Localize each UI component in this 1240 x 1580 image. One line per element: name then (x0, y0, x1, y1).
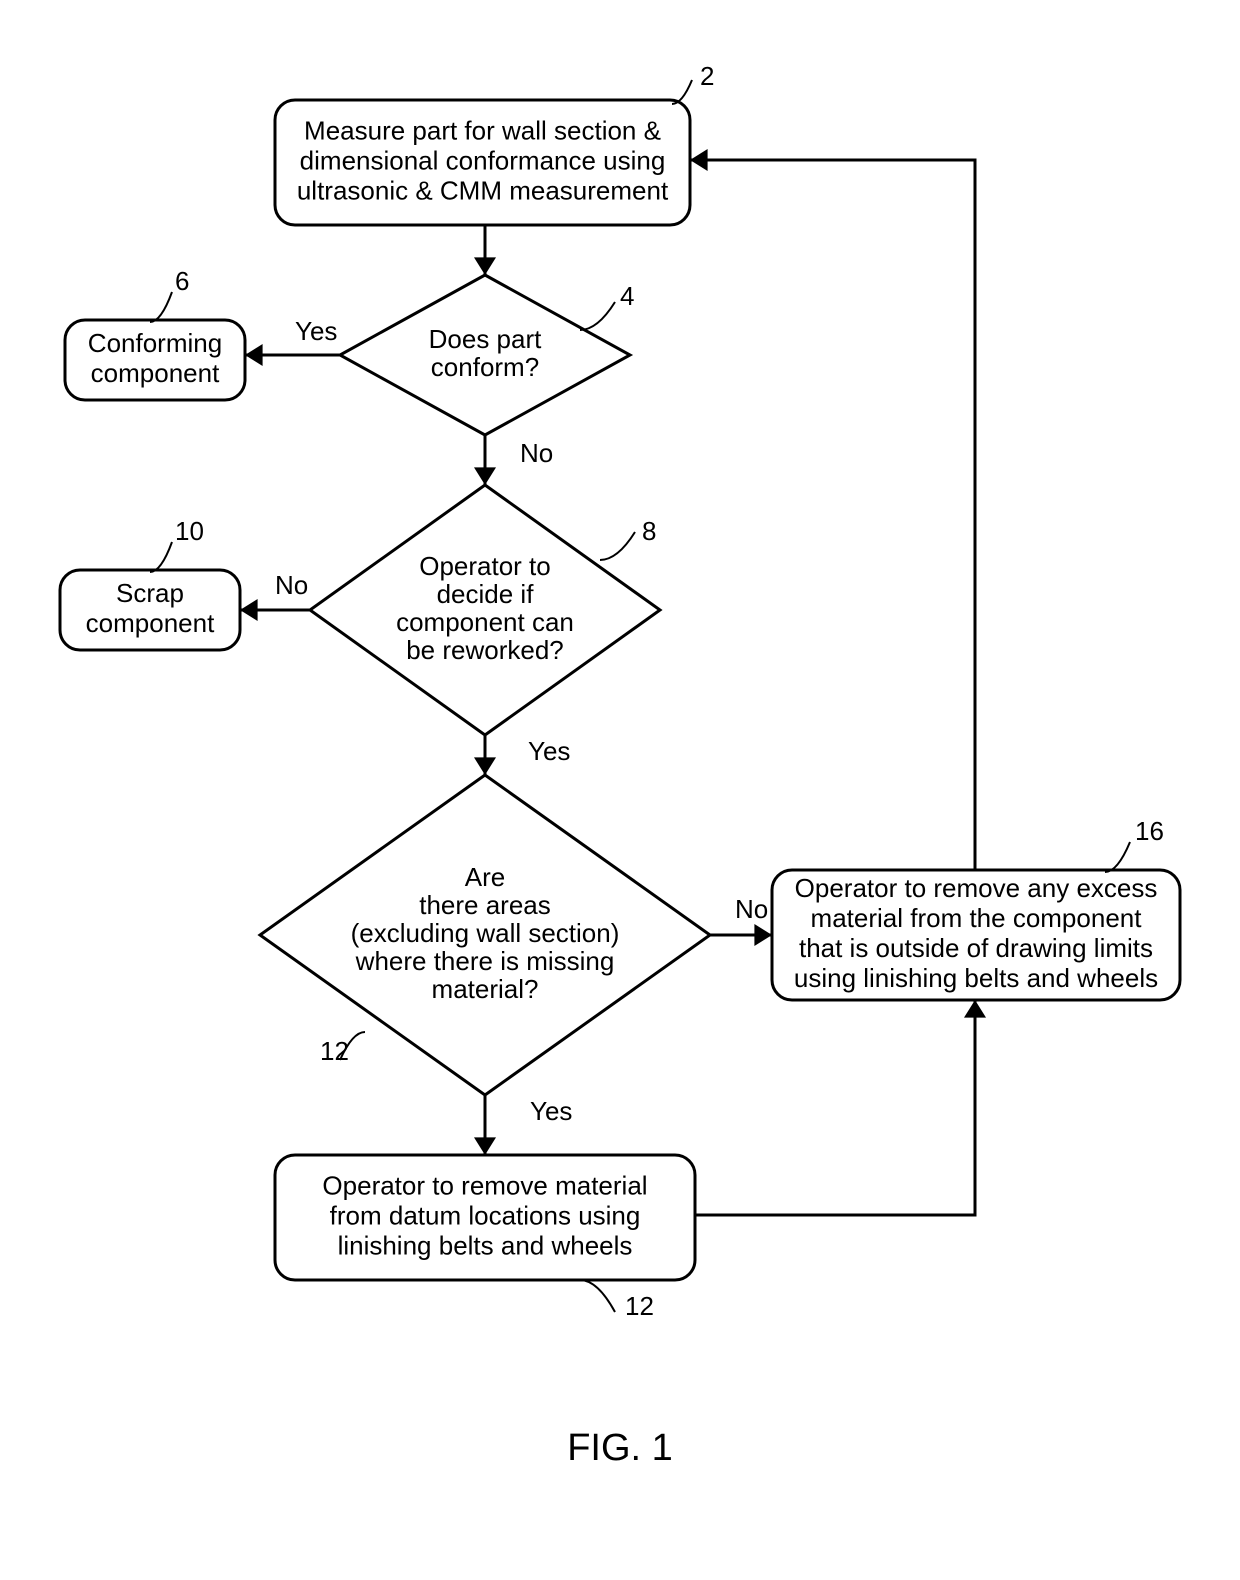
ref-tick (600, 532, 635, 560)
diamond-text: (excluding wall section) (351, 918, 620, 948)
edge-label: No (520, 438, 553, 468)
box-text: Conforming (88, 328, 222, 358)
arrowhead (474, 467, 496, 485)
box-text: component (86, 608, 215, 638)
edge-label: Yes (295, 316, 337, 346)
diamond-text: conform? (431, 352, 539, 382)
edge (695, 1000, 975, 1215)
diamond-text: there areas (419, 890, 551, 920)
ref-tick (580, 1280, 615, 1312)
box-text: material from the component (811, 903, 1143, 933)
arrowhead (474, 1137, 496, 1155)
diamond-text: be reworked? (406, 635, 564, 665)
ref-label: 8 (642, 516, 656, 546)
diamond-text: Does part (429, 324, 542, 354)
arrowhead (690, 149, 708, 171)
ref-label: 10 (175, 516, 204, 546)
edge-label: Yes (528, 736, 570, 766)
box-text: using linishing belts and wheels (794, 963, 1158, 993)
edge-label: No (735, 894, 768, 924)
arrowhead (474, 257, 496, 275)
box-text: Scrap (116, 578, 184, 608)
box-text: dimensional conformance using (300, 145, 666, 175)
ref-label: 12 (625, 1291, 654, 1321)
ref-label: 6 (175, 266, 189, 296)
figure-label: FIG. 1 (567, 1427, 673, 1469)
arrowhead (754, 924, 772, 946)
edge (690, 160, 975, 870)
arrowhead (245, 344, 263, 366)
diamond-text: Are (465, 862, 505, 892)
diamond-text: decide if (437, 579, 535, 609)
edge-label: Yes (530, 1096, 572, 1126)
ref-tick (1105, 842, 1130, 872)
diamond-text: component can (396, 607, 574, 637)
box-text: Measure part for wall section & (304, 115, 661, 145)
box-text: linishing belts and wheels (338, 1230, 633, 1260)
box-text: Operator to remove material (322, 1170, 647, 1200)
ref-label: 2 (700, 61, 714, 91)
ref-label: 16 (1135, 816, 1164, 846)
edge-label: No (275, 570, 308, 600)
diamond-text: where there is missing (355, 946, 615, 976)
diamond-text: Operator to (419, 551, 551, 581)
flowchart-canvas: Yes No No Yes No Yes Measure part for wall sec… (0, 0, 1240, 1580)
diamond-text: material? (432, 974, 539, 1004)
ref-tick (150, 542, 172, 572)
ref-label: 4 (620, 281, 634, 311)
arrowhead (474, 757, 496, 775)
ref-tick (580, 302, 615, 330)
box-text: component (91, 358, 220, 388)
arrowhead (240, 599, 258, 621)
box-text: Operator to remove any excess (795, 873, 1158, 903)
ref-tick (150, 292, 172, 322)
box-text: ultrasonic & CMM measurement (297, 175, 669, 205)
box-text: that is outside of drawing limits (799, 933, 1153, 963)
box-text: from datum locations using (330, 1200, 641, 1230)
arrowhead (964, 1000, 986, 1018)
